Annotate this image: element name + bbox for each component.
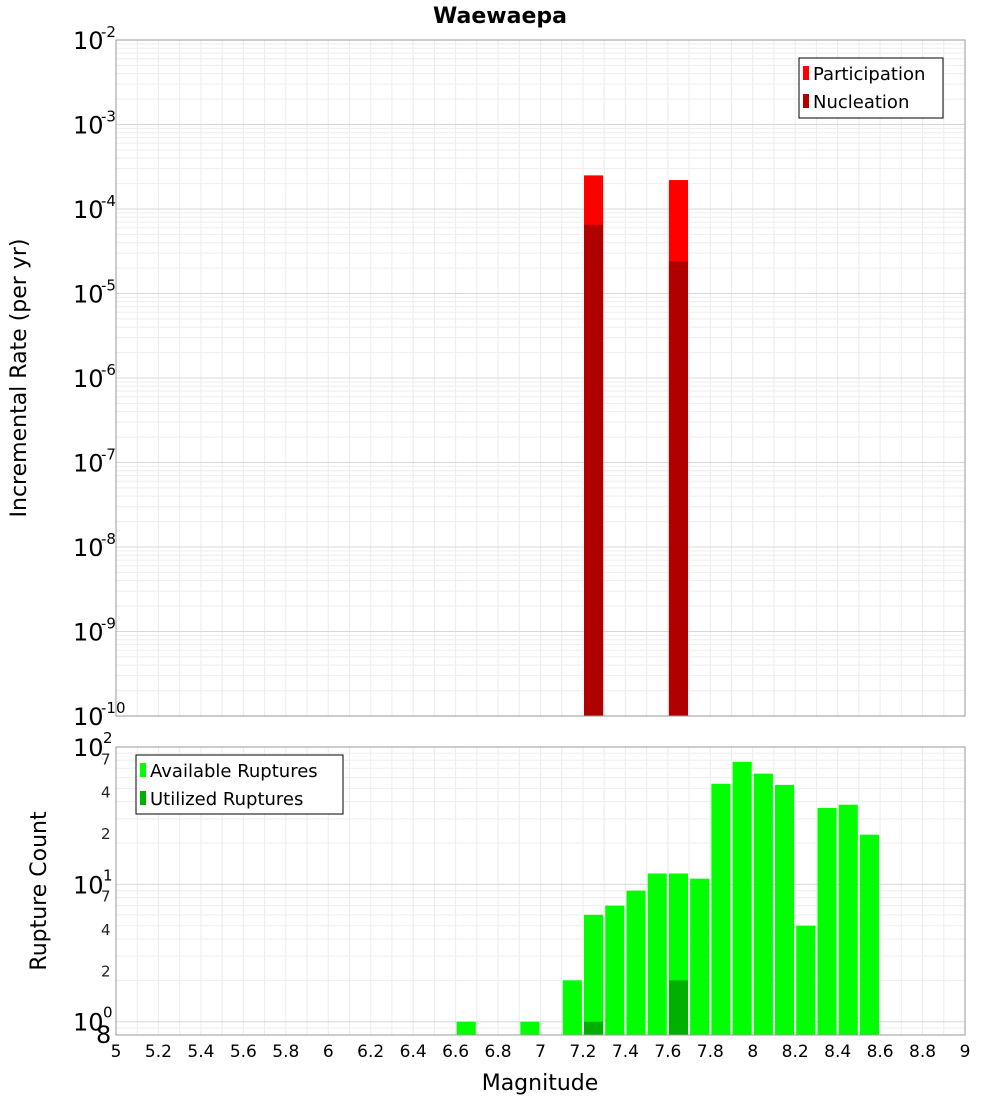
top-y-tick-exponent: -4: [101, 192, 116, 210]
bottom-bar-available-ruptures: [584, 914, 604, 1035]
x-tick-label: 8: [747, 1042, 758, 1062]
x-axis-label: Magnitude: [482, 1071, 599, 1096]
legend-label-available: Available Ruptures: [150, 761, 318, 782]
top-y-tick-exponent: -5: [101, 277, 116, 295]
top-plot-frame: [115, 39, 966, 717]
x-tick-label: 7.2: [569, 1042, 596, 1062]
top-y-tick-label: 10: [73, 703, 104, 731]
bottom-plot-frame: [115, 746, 966, 1036]
bottom-bar-available-ruptures: [775, 784, 795, 1035]
bottom-bar-available-ruptures: [817, 807, 837, 1035]
bottom-y-tick-exponent: 1: [103, 866, 113, 884]
x-tick-label: 6.4: [400, 1042, 427, 1062]
top-y-tick-exponent: -3: [101, 108, 116, 126]
bottom-y-tick-label: 10: [73, 734, 104, 762]
bottom-y-minor-tick-label: 2: [101, 962, 111, 980]
bottom-bar-available-ruptures: [859, 834, 880, 1035]
legend-swatch-nucleation: [803, 94, 809, 108]
bottom-y-tick-exponent: 2: [103, 729, 113, 747]
top-y-tick-label: 10: [73, 112, 104, 140]
bottom-y-tick-label: 10: [73, 1009, 104, 1037]
bottom-y-minor-tick-label: 4: [101, 921, 111, 939]
top-y-tick-exponent: -10: [101, 699, 126, 717]
top-y-tick-exponent: -7: [101, 446, 116, 464]
bottom-legend: Available Ruptures Utilized Ruptures: [135, 754, 344, 815]
x-tick-label: 9: [960, 1042, 971, 1062]
x-tick-label: 8.6: [867, 1042, 894, 1062]
top-bar-nucleation: [584, 224, 604, 716]
x-tick-label: 6.6: [442, 1042, 469, 1062]
top-y-tick-label: 10: [73, 196, 104, 224]
legend-label-nucleation: Nucleation: [813, 92, 909, 113]
bottom-bar-utilized-ruptures: [584, 1021, 604, 1035]
top-legend-box: [798, 57, 944, 119]
top-bar-nucleation: [668, 261, 689, 716]
bottom-bar-available-ruptures: [732, 761, 752, 1035]
bottom-bar-available-ruptures: [520, 1021, 540, 1035]
top-y-tick-label: 10: [73, 619, 104, 647]
top-y-tick-exponent: -8: [101, 530, 116, 548]
x-tick-label: 5.6: [230, 1042, 257, 1062]
top-y-tick-exponent: -6: [101, 361, 116, 379]
legend-label-utilized: Utilized Ruptures: [150, 789, 303, 810]
top-bars: [584, 175, 689, 716]
x-tick-label: 8.4: [824, 1042, 851, 1062]
bottom-y-tick-exponent: 0: [103, 1004, 113, 1022]
bottom-bar-available-ruptures: [796, 925, 816, 1035]
x-tick-label: 6: [323, 1042, 334, 1062]
legend-swatch-available: [140, 763, 146, 777]
bottom-bar-available-ruptures: [838, 804, 858, 1035]
bottom-y-tick-label: 10: [73, 871, 104, 899]
bottom-legend-box: [135, 754, 344, 815]
top-y-tick-label: 10: [73, 27, 104, 55]
bottom-bar-utilized-ruptures: [668, 980, 689, 1035]
bottom-y-minor-tick-label: 7: [101, 888, 111, 906]
bottom-bar-available-ruptures: [690, 878, 710, 1035]
x-tick-label: 7: [535, 1042, 546, 1062]
bottom-y-minor-tick-label: 7: [101, 750, 111, 768]
top-y-tick-label: 10: [73, 534, 104, 562]
legend-swatch-participation: [803, 66, 809, 80]
x-tick-label: 7.4: [612, 1042, 639, 1062]
bottom-bar-available-ruptures: [562, 980, 582, 1035]
bottom-bar-available-ruptures: [456, 1021, 476, 1035]
x-tick-label: 8.2: [782, 1042, 809, 1062]
x-tick-labels: 5 5.2 5.4 5.6 5.8 6 6.2 6.4 6.6 6.8 7 7.2 7.4 7.6 7.8 8…: [111, 1042, 971, 1062]
top-grid: [115, 40, 966, 717]
bottom-y-axis-label: Rupture Count: [27, 811, 52, 971]
x-tick-label: 7.8: [697, 1042, 724, 1062]
top-y-tick-exponent: -2: [101, 23, 116, 41]
top-y-tick-label: 10: [73, 365, 104, 393]
chart-title: Waewaepa: [433, 4, 567, 29]
x-tick-label: 6.8: [485, 1042, 512, 1062]
x-tick-label: 5.2: [145, 1042, 172, 1062]
legend-swatch-utilized: [140, 791, 146, 805]
bottom-bars: [456, 761, 880, 1035]
x-tick-label: 8.8: [909, 1042, 936, 1062]
bottom-y-minor-tick-label: 4: [101, 784, 111, 802]
x-tick-label: 5.8: [272, 1042, 299, 1062]
legend-label-participation: Participation: [813, 64, 925, 85]
bottom-bar-available-ruptures: [753, 773, 773, 1035]
top-y-tick-label: 10: [73, 450, 104, 478]
bottom-bar-available-ruptures: [626, 890, 646, 1035]
bottom-y-minor-tick-label: 2: [101, 825, 111, 843]
bottom-bar-available-ruptures: [711, 783, 731, 1035]
bottom-bar-available-ruptures: [605, 905, 625, 1035]
x-tick-label: 5.4: [187, 1042, 214, 1062]
top-y-tick-exponent: -9: [101, 615, 116, 633]
x-tick-label: 7.6: [654, 1042, 681, 1062]
bottom-y-minor-tick-label: 8: [96, 1021, 111, 1049]
top-y-axis-label: Incremental Rate (per yr): [7, 239, 32, 518]
top-y-tick-label: 10: [73, 281, 104, 309]
bottom-bar-available-ruptures: [647, 873, 667, 1035]
x-tick-label: 5: [111, 1042, 122, 1062]
x-tick-label: 6.2: [357, 1042, 384, 1062]
top-legend: Participation Nucleation: [798, 57, 944, 119]
